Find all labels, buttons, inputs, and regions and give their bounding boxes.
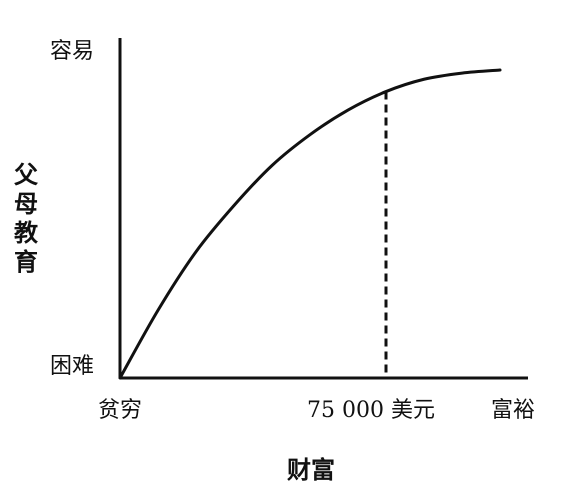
y-axis-label-char: 父 (14, 161, 39, 189)
x-tick-marker-label: 75 000 美元 (307, 398, 435, 423)
y-axis-label-char: 母 (14, 190, 38, 218)
wealth-curve (118, 68, 502, 380)
y-axis-label-char: 教 (14, 219, 39, 247)
x-tick-left-label: 贫穷 (98, 398, 142, 423)
y-axis-label-char: 育 (14, 248, 38, 276)
x-axis-label: 财富 (287, 456, 335, 484)
y-tick-top-label: 容易 (50, 39, 94, 64)
y-tick-bottom-label: 困难 (50, 354, 94, 379)
plot-layer (118, 38, 528, 380)
x-tick-right-label: 富裕 (491, 398, 535, 423)
